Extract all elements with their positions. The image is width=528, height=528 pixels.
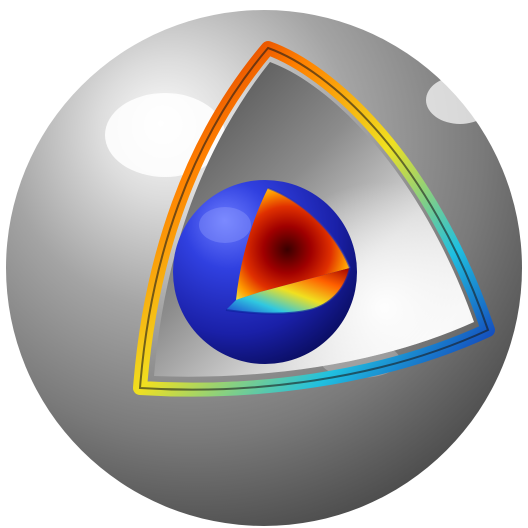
inner-cutaway-heatmap: [225, 187, 351, 315]
cutaway-rim: [133, 41, 495, 397]
